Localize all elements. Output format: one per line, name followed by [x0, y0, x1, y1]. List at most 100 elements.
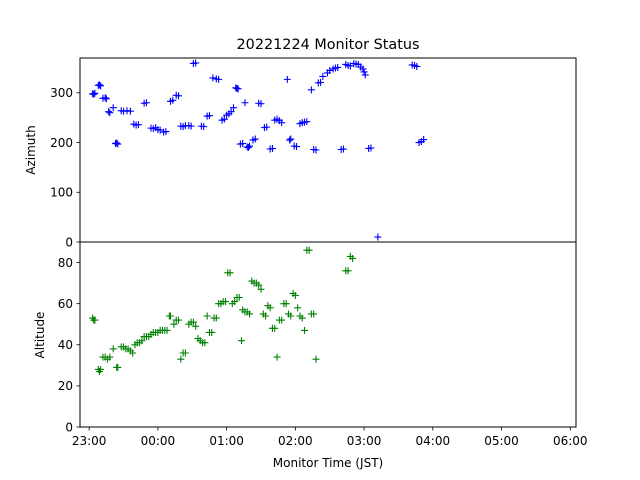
y-tick-label: 100: [50, 186, 73, 200]
y-tick-label: 40: [58, 338, 73, 352]
data-point: [246, 142, 254, 150]
data-point: [203, 312, 211, 320]
plot-frame: [79, 241, 577, 428]
y-tick-label: 80: [58, 256, 73, 270]
data-point: [307, 86, 315, 94]
data-point: [263, 123, 271, 131]
data-point: [255, 281, 263, 289]
x-tick-label: 05:00: [484, 434, 519, 448]
data-point: [312, 355, 320, 363]
data-point: [301, 326, 309, 334]
data-point: [238, 337, 246, 345]
data-point: [109, 345, 117, 353]
data-point: [170, 320, 178, 328]
data-point: [209, 74, 217, 82]
x-tick-label: 06:00: [553, 434, 588, 448]
data-point: [187, 122, 195, 130]
data-point: [106, 109, 114, 117]
data-point: [287, 312, 295, 320]
data-point: [200, 123, 208, 131]
data-point: [181, 349, 189, 357]
data-point: [257, 100, 265, 108]
y-tick-label: 300: [50, 86, 73, 100]
y-tick-label: 0: [65, 235, 73, 249]
x-tick-label: 23:00: [72, 434, 107, 448]
data-point: [303, 118, 311, 126]
data-point: [231, 298, 239, 306]
data-point: [226, 269, 234, 277]
data-point: [334, 63, 342, 71]
data-point: [241, 99, 249, 107]
data-point: [212, 314, 220, 322]
data-point: [126, 107, 134, 115]
altitude-panel: 0 20 40 60 80: [58, 241, 577, 434]
x-axis: 23:00 00:00 01:00 02:00 03:00 04:00 05:00 06:00: [72, 427, 588, 448]
data-point: [344, 267, 352, 275]
y-tick-label: 0: [65, 420, 73, 434]
data-point: [227, 108, 235, 116]
data-point: [192, 59, 200, 67]
data-point: [102, 95, 110, 103]
data-point: [273, 353, 281, 361]
data-point: [91, 89, 99, 97]
data-point: [235, 294, 243, 301]
data-point: [221, 298, 229, 306]
data-point: [349, 254, 357, 262]
data-point: [326, 66, 334, 74]
data-point: [360, 68, 368, 76]
data-point: [312, 146, 320, 154]
data-point: [287, 135, 295, 143]
data-point: [129, 349, 137, 357]
data-point: [298, 314, 306, 322]
data-point: [359, 65, 367, 73]
data-point: [189, 318, 197, 326]
altitude-axis-label: Altitude: [33, 312, 47, 359]
data-point: [234, 85, 242, 93]
data-point: [361, 71, 369, 79]
data-point: [192, 322, 200, 330]
data-point: [291, 291, 299, 299]
data-point: [283, 75, 291, 83]
y-tick-label: 60: [58, 297, 73, 311]
data-point: [292, 143, 300, 151]
data-point: [374, 233, 382, 241]
data-point: [142, 99, 150, 107]
y-tick-label: 20: [58, 379, 73, 393]
data-point: [294, 304, 302, 312]
data-point: [114, 140, 122, 148]
data-point: [109, 104, 117, 112]
data-point: [278, 316, 286, 324]
data-point: [114, 363, 122, 371]
x-tick-label: 01:00: [209, 434, 244, 448]
data-point: [105, 108, 113, 116]
data-point: [138, 337, 146, 345]
x-tick-label: 02:00: [278, 434, 313, 448]
data-point: [413, 62, 421, 70]
data-point: [208, 328, 216, 336]
y-tick-label: 200: [50, 136, 73, 150]
data-point: [319, 72, 327, 80]
data-point: [239, 140, 247, 148]
data-point: [420, 136, 428, 144]
data-point: [163, 326, 171, 334]
data-point: [251, 135, 259, 143]
data-point: [215, 75, 223, 83]
data-point: [113, 139, 121, 147]
data-point: [262, 312, 270, 320]
data-point: [266, 304, 274, 312]
data-point: [246, 310, 254, 318]
data-point: [229, 104, 237, 112]
data-point: [134, 121, 142, 129]
data-point: [166, 312, 174, 320]
data-point: [175, 92, 183, 100]
data-point: [97, 82, 105, 90]
data-point: [278, 119, 286, 127]
data-point: [367, 144, 375, 152]
x-axis-label: Monitor Time (JST): [273, 456, 383, 470]
data-point: [95, 81, 103, 89]
data-point: [339, 145, 347, 153]
data-point: [169, 96, 177, 104]
data-point: [97, 365, 105, 373]
